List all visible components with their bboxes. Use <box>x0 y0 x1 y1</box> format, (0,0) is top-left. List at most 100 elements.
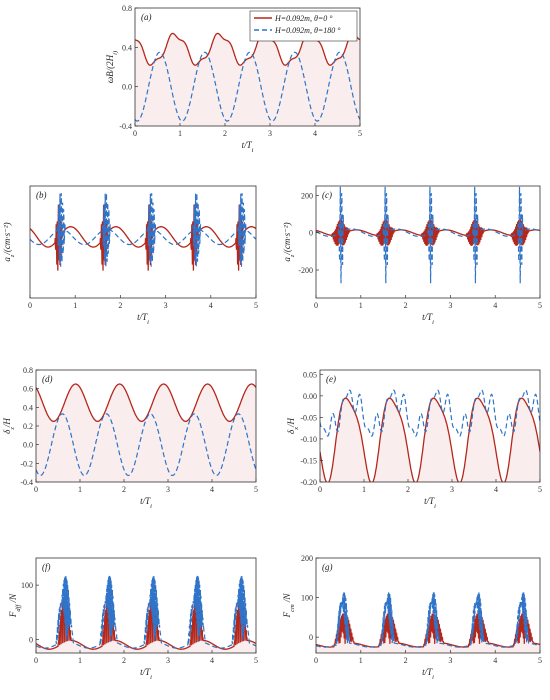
y-tick-label-d-2: 0.0 <box>23 441 33 450</box>
plot-frame-c <box>315 185 541 299</box>
y-axis-label-e: δx/H <box>286 417 300 434</box>
series-line-c-1 <box>316 186 540 284</box>
x-tick-label-b-3: 3 <box>164 301 168 310</box>
panel-d: 0 1 2 3 4 5 -0.4 -0.2 0.0 0.2 0.4 0.6 0.8 t/Ti δz/H (d) <box>2 366 258 510</box>
y-tick-label-d-0: -0.4 <box>20 478 33 487</box>
series-fill-f-0 <box>36 595 256 653</box>
panel-label-g: (g) <box>322 562 333 572</box>
series-fill-e-0 <box>320 398 540 482</box>
x-tick-label-b-0: 0 <box>28 301 32 310</box>
x-tick-label-g-3: 3 <box>448 656 452 665</box>
series-line-b-0 <box>30 204 256 271</box>
x-tick-label-d-4: 4 <box>210 485 214 494</box>
y-axis-label-g: Fcm /N <box>282 593 296 619</box>
y-tick-label-e-5: 0.05 <box>303 370 317 379</box>
x-tick-label-c-1: 1 <box>359 301 363 310</box>
series-line-g-1 <box>316 592 540 648</box>
x-tick-label-e-4: 4 <box>494 485 498 494</box>
y-tick-label-c-1: 0 <box>309 229 313 238</box>
legend-entry-0: H=0.092m, θ=0 ° <box>274 14 333 23</box>
x-tick-label-a-1: 1 <box>178 129 182 138</box>
y-tick-label-d-1: -0.2 <box>20 459 33 468</box>
x-tick-label-c-5: 5 <box>538 301 542 310</box>
x-tick-label-b-2: 2 <box>118 301 122 310</box>
x-axis-label-g: t/Ti <box>422 667 434 681</box>
plot-frame-e <box>319 369 541 483</box>
panel-label-e: (e) <box>326 374 336 384</box>
series-fill-a-0 <box>135 33 360 126</box>
x-tick-label-g-4: 4 <box>493 656 497 665</box>
panel-label-b: (b) <box>36 190 47 200</box>
y-tick-label-a-0: -0.4 <box>119 122 132 131</box>
x-axis-label-b: t/Ti <box>137 312 149 326</box>
series-fill-d-0 <box>36 384 256 482</box>
panel-label-f: (f) <box>42 562 51 572</box>
y-tick-label-g-1: 100 <box>301 594 313 603</box>
x-tick-label-e-3: 3 <box>450 485 454 494</box>
x-tick-label-f-5: 5 <box>254 656 258 665</box>
x-tick-label-d-1: 1 <box>78 485 82 494</box>
panel-b: 0 1 2 3 4 5 t/Ti az/(cm·s⁻²) (b) <box>2 185 258 326</box>
x-tick-label-a-4: 4 <box>313 129 317 138</box>
panel-g: 0 1 2 3 4 5 0 100 200 t/Ti Fcm /N (g) <box>282 554 542 681</box>
x-tick-label-b-1: 1 <box>73 301 77 310</box>
y-tick-label-e-4: 0.00 <box>303 392 317 401</box>
plot-frame-b <box>29 185 257 299</box>
x-tick-label-d-0: 0 <box>34 485 38 494</box>
panel-e: 0 1 2 3 4 5 -0.20 -0.15 -0.10 -0.05 0.00 0.05 t/Ti δx… <box>286 369 542 510</box>
x-tick-label-g-0: 0 <box>314 656 318 665</box>
x-tick-label-f-4: 4 <box>210 656 214 665</box>
y-tick-label-g-2: 200 <box>301 554 313 563</box>
x-tick-label-a-0: 0 <box>133 129 137 138</box>
x-axis-label-c: t/Ti <box>422 312 434 326</box>
x-tick-label-a-2: 2 <box>223 129 227 138</box>
y-tick-label-f-1: 100 <box>21 581 33 590</box>
plot-frame-g <box>315 557 541 654</box>
y-tick-label-d-3: 0.2 <box>23 422 33 431</box>
x-tick-label-c-3: 3 <box>448 301 452 310</box>
y-axis-label-a: ωB/(2Hi) <box>105 51 119 83</box>
x-tick-label-e-5: 5 <box>538 485 542 494</box>
x-axis-label-f: t/Ti <box>140 667 152 681</box>
series-line-f-1 <box>36 575 256 649</box>
series-line-d-1 <box>36 413 256 477</box>
legend-entry-1: H=0.092m, θ=180 ° <box>274 26 341 35</box>
y-tick-label-a-1: 0.0 <box>122 83 132 92</box>
panel-f: 0 1 2 3 4 5 0 100 t/Ti Fdff /N (f) <box>8 557 258 681</box>
x-axis-label-a: t/Ti <box>242 140 254 154</box>
x-tick-label-f-1: 1 <box>78 656 82 665</box>
y-tick-label-d-6: 0.8 <box>23 366 33 375</box>
x-tick-label-a-3: 3 <box>268 129 272 138</box>
x-tick-label-f-2: 2 <box>122 656 126 665</box>
x-tick-label-b-4: 4 <box>209 301 213 310</box>
x-tick-label-b-5: 5 <box>254 301 258 310</box>
plot-frame-a <box>134 7 361 127</box>
panel-a: 0 1 2 3 4 5 -0.4 0.0 0.4 0.8 t/Ti ωB/(2Hi) (a) H=0.09… <box>105 4 362 154</box>
series-line-a-1 <box>135 51 360 122</box>
x-tick-label-g-1: 1 <box>359 656 363 665</box>
y-tick-label-g-0: 0 <box>309 633 313 642</box>
y-tick-label-f-0: 0 <box>29 635 33 644</box>
plot-frame-f <box>35 557 257 654</box>
x-tick-label-d-2: 2 <box>122 485 126 494</box>
legend-box <box>249 10 358 42</box>
x-tick-label-c-0: 0 <box>314 301 318 310</box>
x-tick-label-c-2: 2 <box>404 301 408 310</box>
x-axis-label-d: t/Ti <box>140 496 152 510</box>
x-tick-label-c-4: 4 <box>493 301 497 310</box>
series-line-a-0 <box>135 32 360 66</box>
series-line-c-0 <box>316 219 540 246</box>
y-tick-label-a-3: 0.8 <box>122 4 132 13</box>
y-tick-label-e-0: -0.20 <box>300 478 317 487</box>
y-axis-label-d: δz/H <box>2 418 16 434</box>
x-tick-label-f-0: 0 <box>34 656 38 665</box>
y-axis-label-f: Fdff /N <box>8 593 22 618</box>
y-axis-label-b: az/(cm·s⁻²) <box>2 222 16 261</box>
x-tick-label-e-2: 2 <box>406 485 410 494</box>
x-axis-label-e: t/Ti <box>424 496 436 510</box>
x-tick-label-g-5: 5 <box>538 656 542 665</box>
y-tick-label-d-4: 0.4 <box>23 403 33 412</box>
y-axis-label-c: az/(cm·s⁻²) <box>282 222 296 261</box>
y-tick-label-e-3: -0.05 <box>300 413 317 422</box>
